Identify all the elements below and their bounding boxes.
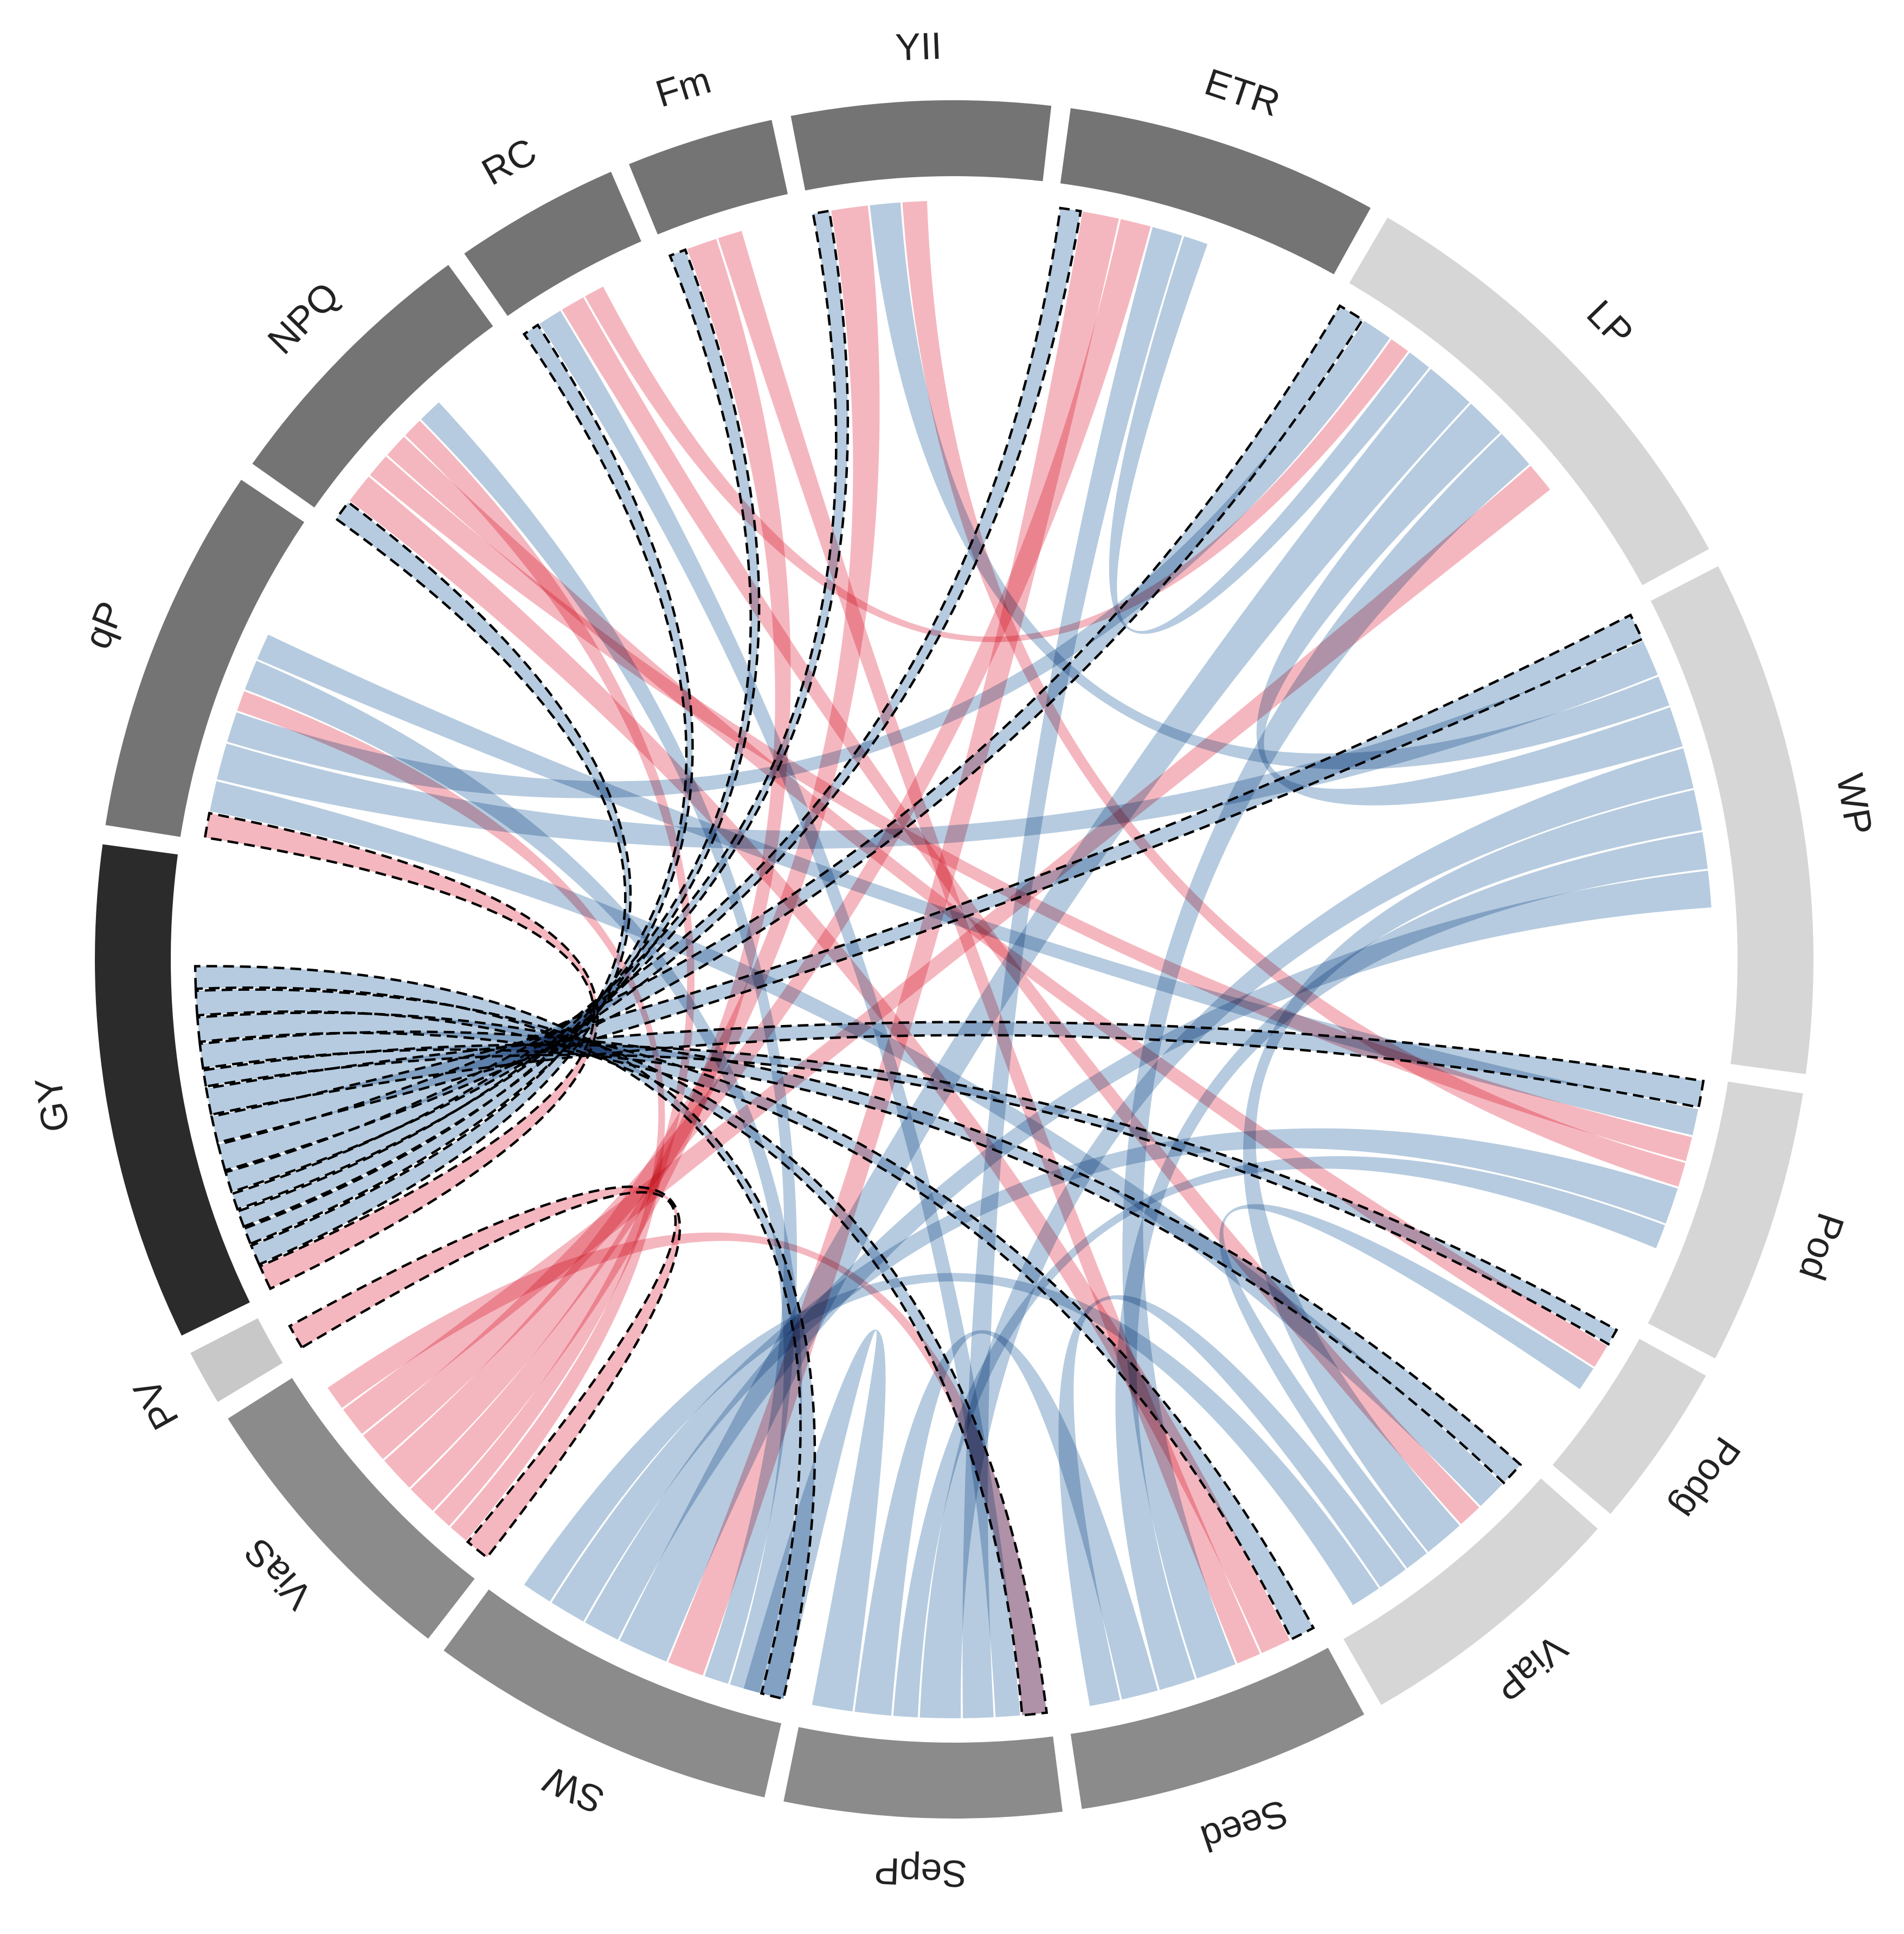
- sector-arc-wp: [1650, 566, 1813, 1074]
- chord-gy-seed: [197, 1013, 1314, 1640]
- sector-arc-sw: [443, 1589, 781, 1797]
- sector-label-rc: RC: [475, 130, 543, 193]
- chord-outline-gy-fm: [236, 248, 761, 1228]
- chord-outline-gy-sw: [194, 965, 816, 1700]
- sector-arc-vias: [228, 1378, 475, 1639]
- chord-gy-wp: [211, 615, 1643, 1143]
- chord-links: [195, 201, 1712, 1718]
- chord-outline-gy-npq: [249, 500, 632, 1266]
- chord-sw-sepp: [743, 1329, 886, 1712]
- chord-etr-lp: [1109, 236, 1430, 634]
- sector-arc-pv: [190, 1318, 283, 1402]
- sector-arc-viap: [1343, 1478, 1598, 1705]
- chord-qp-pod: [257, 634, 1699, 1136]
- sector-arc-gy: [95, 844, 250, 1336]
- sector-label-sw: SW: [537, 1758, 610, 1822]
- sector-arc-sepp: [783, 1727, 1063, 1819]
- sector-arc-rc: [464, 171, 641, 316]
- chord-lp-seed: [1122, 434, 1529, 1679]
- chord-etr-sw: [668, 211, 1119, 1676]
- sector-label-fm: Fm: [651, 59, 716, 115]
- sector-arc-fm: [629, 120, 788, 235]
- chord-pod-sw: [551, 1128, 1678, 1622]
- chord-outline-gy-lp: [216, 304, 1365, 1172]
- sector-label-pv: PV: [125, 1372, 187, 1437]
- chord-outline-gy-etr: [224, 207, 1082, 1194]
- sector-label-wp: WP: [1829, 770, 1881, 837]
- sector-arc-lp: [1349, 217, 1709, 585]
- chord-pod-sepp: [893, 1156, 1665, 1718]
- chord-outline-gy-wp: [210, 613, 1644, 1144]
- sector-arc-yii: [790, 100, 1052, 191]
- sector-arc-npq: [252, 265, 493, 508]
- sector-arc-etr: [1060, 108, 1371, 274]
- sector-arc-pod: [1648, 1081, 1803, 1359]
- chord-outline-gy-viap: [198, 1030, 1522, 1485]
- sector-label-etr: ETR: [1200, 60, 1285, 124]
- chord-outline-gy-qp: [203, 811, 599, 1291]
- chord-gy-npq: [251, 502, 631, 1265]
- sector-label-vias: ViaS: [236, 1530, 320, 1617]
- sector-label-seed: Seed: [1196, 1791, 1294, 1860]
- chord-yii-wp: [870, 202, 1670, 770]
- sector-label-yii: YII: [895, 24, 943, 68]
- sector-arc-seed: [1070, 1647, 1365, 1809]
- chord-pv-vias: [290, 1187, 680, 1558]
- chord-highlight-outlines: [194, 207, 1705, 1717]
- sector-label-pod: Pod: [1791, 1208, 1852, 1286]
- chord-podg-viap: [1219, 1204, 1594, 1569]
- sector-arc-podg: [1552, 1339, 1706, 1514]
- chord-fm-seed: [718, 231, 1260, 1664]
- chord-npq-podg: [387, 436, 1607, 1367]
- sector-label-lp: LP: [1579, 292, 1642, 355]
- chord-wp-sepp: [919, 748, 1694, 1718]
- sector-label-podg: Podg: [1664, 1429, 1749, 1526]
- chord-seed-sepp: [854, 1330, 1158, 1716]
- chord-lp-sw: [619, 369, 1470, 1662]
- sector-label-npq: NPQ: [260, 274, 348, 362]
- sector-label-qp: qP: [76, 596, 132, 654]
- chord-rc-viap: [562, 297, 1480, 1524]
- chord-gy-fm: [238, 249, 760, 1227]
- sector-label-viap: ViaP: [1487, 1627, 1575, 1710]
- chord-npq-sw: [421, 402, 797, 1684]
- chord-seed-viap: [1058, 1295, 1406, 1706]
- sector-label-sepp: SepP: [873, 1849, 968, 1895]
- sector-label-gy: GY: [27, 1074, 77, 1134]
- chord-rc-lp: [585, 286, 1408, 642]
- chord-outline-gy-seed: [196, 1011, 1315, 1641]
- sector-arcs: [95, 100, 1813, 1819]
- sector-arc-qp: [105, 480, 305, 837]
- chord-sw-viap: [524, 1273, 1379, 1606]
